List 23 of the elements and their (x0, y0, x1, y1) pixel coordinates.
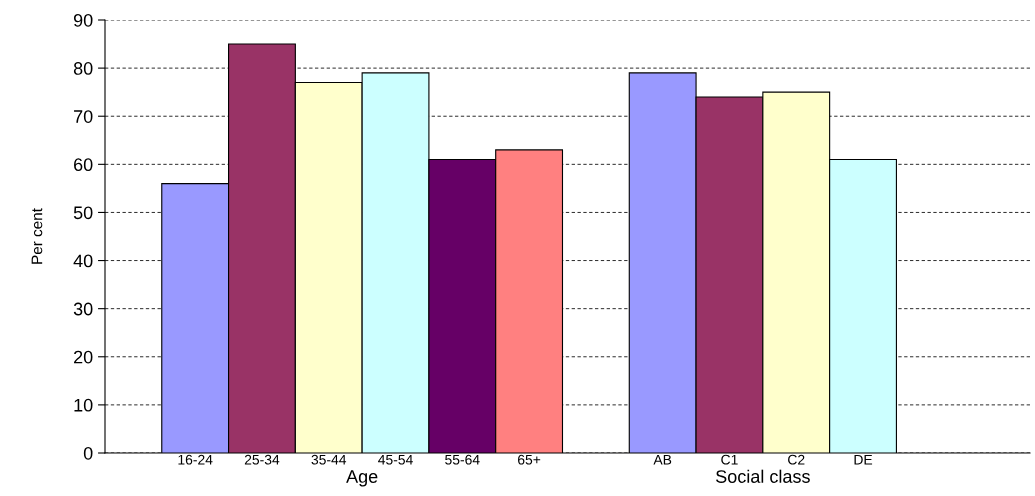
x-tick-label: 55-64 (445, 454, 480, 465)
y-tick-label: 20 (74, 350, 93, 364)
y-tick-label: 30 (73, 302, 93, 316)
y-axis-title: Per cent (31, 208, 43, 264)
x-tick-label: C2 (788, 454, 805, 465)
x-tick-label: C1 (721, 454, 738, 465)
x-tick-label: 25-34 (244, 454, 280, 465)
x-tick-label: 16-24 (178, 454, 213, 465)
y-tick-label: 70 (74, 110, 93, 123)
x-tick-label: 45-54 (378, 454, 413, 465)
text: Social class (716, 469, 810, 483)
text: Age (346, 470, 378, 487)
y-tick-label: 10 (74, 398, 93, 412)
x-tick-label: 35-44 (311, 454, 347, 465)
y-tick-label: 40 (73, 254, 93, 268)
x-tick-label: DE (854, 454, 873, 465)
y-tick-label: 90 (73, 13, 93, 27)
y-tick-label: 50 (73, 206, 93, 220)
x-tick-label: AB (653, 454, 672, 465)
y-tick-label: 80 (73, 62, 93, 75)
y-tick-label: 60 (74, 158, 93, 172)
x-tick-label: 65+ (518, 454, 541, 465)
y-tick-label: 0 (83, 446, 93, 460)
